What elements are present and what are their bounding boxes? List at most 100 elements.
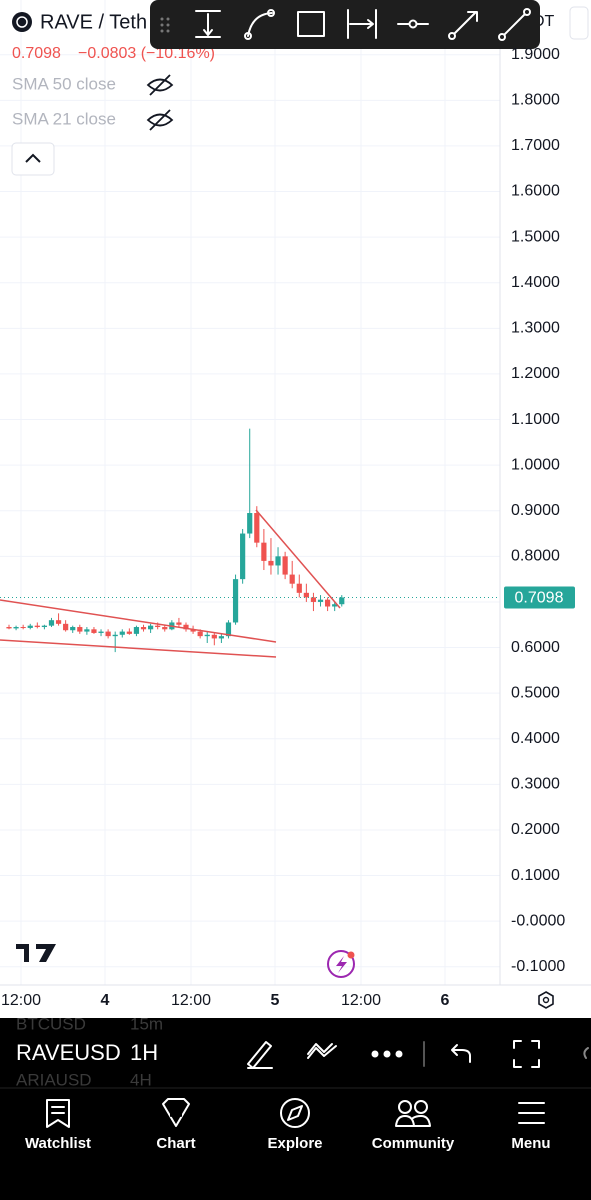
candle-body: [247, 513, 253, 534]
tool-trend-line[interactable]: [502, 11, 528, 37]
candle-body: [55, 620, 62, 624]
candle-body: [133, 627, 140, 634]
candle-body: [303, 592, 309, 598]
candle-body: [84, 629, 90, 632]
candle-body: [20, 627, 26, 629]
candle-body: [105, 631, 111, 637]
candle-body: [140, 627, 147, 630]
picker-interval[interactable]: 1H: [130, 1040, 158, 1065]
alert-button[interactable]: [327, 950, 355, 978]
eye-off-icon[interactable]: [146, 74, 174, 96]
candle-body: [13, 627, 19, 629]
picker-interval[interactable]: 15m: [130, 1014, 163, 1033]
toolbar-handle: [160, 17, 170, 33]
nav-label[interactable]: Chart: [156, 1135, 195, 1152]
chart-actions: [247, 1040, 589, 1069]
symbol-logo[interactable]: [12, 12, 32, 32]
symbol-picker: BTCUSD 15m RAVEUSD 1H ARIAUSD 4H: [16, 1014, 163, 1089]
symbol-title[interactable]: RAVE / Teth: [40, 11, 147, 33]
chevron-up: [25, 153, 41, 163]
candle-body: [183, 624, 189, 630]
candles: [6, 428, 345, 653]
candle-body: [225, 622, 232, 637]
nav-label[interactable]: Watchlist: [25, 1135, 91, 1152]
chart-background: [0, 0, 591, 1018]
candle-body: [77, 627, 83, 632]
candle-body: [282, 556, 288, 575]
indicator-label[interactable]: SMA 21 close: [12, 109, 116, 128]
y-tick-label: 1.6000: [511, 183, 560, 200]
nav-label[interactable]: Community: [372, 1135, 455, 1152]
y-tick-label: 0.2000: [511, 821, 560, 838]
candle-body: [162, 627, 168, 630]
candle-body: [240, 533, 246, 580]
candle-body: [261, 542, 267, 561]
trend-line: [0, 639, 277, 658]
hidden-icons: [146, 74, 174, 131]
indicators-button[interactable]: [307, 1043, 337, 1059]
candle-body: [197, 631, 203, 637]
last-price: 0.7098: [12, 45, 61, 62]
trend-line: [0, 599, 277, 643]
candle-body: [27, 625, 33, 628]
y-tick-label: 0.8000: [511, 548, 560, 565]
candle-body: [6, 627, 12, 629]
candle-body: [325, 599, 331, 607]
price-change: −0.0803 (−10.16%): [78, 45, 215, 62]
y-tick-label: 1.1000: [511, 411, 560, 428]
candle-body: [218, 636, 224, 639]
y-tick-label: 1.7000: [511, 137, 560, 154]
candle-body: [289, 574, 295, 584]
nav-label[interactable]: Menu: [511, 1135, 550, 1152]
candle-body: [296, 583, 302, 593]
chart-icon: [162, 1098, 190, 1127]
x-tick-label: 5: [271, 992, 280, 1009]
tool-arrow[interactable]: [451, 11, 478, 37]
picker-symbol[interactable]: BTCUSD: [16, 1014, 86, 1033]
undo-button[interactable]: [451, 1044, 471, 1063]
y-tick-label: 1.0000: [511, 456, 560, 473]
picker-symbol[interactable]: ARIAUSD: [16, 1070, 92, 1089]
eye-off-icon[interactable]: [146, 109, 174, 131]
tool-date-range[interactable]: [347, 9, 377, 39]
picker-interval[interactable]: 4H: [130, 1070, 152, 1089]
candle-body: [34, 625, 40, 628]
candle-body: [63, 623, 69, 631]
settings-icon[interactable]: [538, 991, 554, 1009]
candle-body: [204, 634, 210, 637]
x-tick-label: 6: [441, 992, 450, 1009]
indicator-label[interactable]: SMA 50 close: [12, 74, 116, 93]
y-tick-label: -0.1000: [511, 958, 565, 975]
y-tick-label: 0.3000: [511, 776, 560, 793]
notification-dot: [347, 951, 355, 959]
candle-body: [112, 634, 118, 637]
nav-bar: Watchlist Chart Explore Community Menu: [25, 1135, 551, 1152]
menu-icon: [518, 1102, 545, 1124]
candle-body: [70, 627, 76, 631]
collapse-button[interactable]: [11, 142, 55, 176]
tool-rectangle[interactable]: [297, 11, 325, 37]
candle-body: [98, 631, 104, 633]
candle-body: [148, 625, 154, 630]
x-tick-label: 4: [101, 992, 110, 1009]
nav-label[interactable]: Explore: [267, 1135, 322, 1152]
candle-body: [317, 599, 324, 602]
candle-body: [190, 629, 196, 632]
candle-body: [268, 560, 274, 566]
symbol-logo-mark: [16, 16, 28, 28]
picker-symbol[interactable]: RAVEUSD: [16, 1040, 121, 1065]
candle-body: [232, 579, 239, 623]
y-tick-label: 1.4000: [511, 274, 560, 291]
trend-line: [255, 509, 341, 609]
toolbar-icons: [195, 8, 531, 41]
draw-button[interactable]: [247, 1041, 273, 1069]
tool-price-range[interactable]: [195, 10, 221, 38]
lightning-icon: [336, 956, 347, 973]
y-tick-label: 1.5000: [511, 228, 560, 245]
fullscreen-button[interactable]: [513, 1040, 540, 1068]
community-icon: [398, 1100, 412, 1114]
candle-body: [339, 597, 345, 605]
candle-body: [332, 604, 338, 607]
candle-body: [126, 631, 132, 634]
